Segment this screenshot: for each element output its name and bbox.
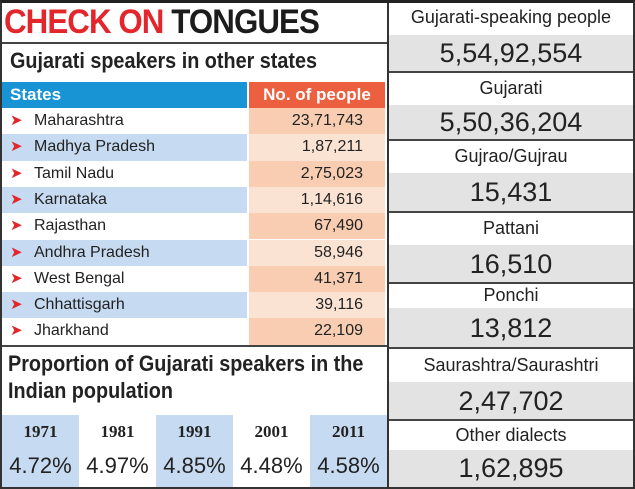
people-count: 39,116 [249, 292, 385, 319]
divider [387, 0, 389, 489]
dialect-label: Gujrao/Gujrau [389, 140, 633, 173]
divider [389, 347, 633, 349]
dialect-label: Pattani [389, 212, 633, 245]
year-cell: 2011 4.58% [310, 415, 387, 487]
state-label: Madhya Pradesh [34, 138, 155, 156]
dialect-label: Saurashtra/Saurashtri [389, 348, 633, 382]
year-label: 2011 [331, 422, 366, 441]
arrowhead-right-icon: ➤ [10, 112, 23, 129]
state-name: ➤ Andhra Pradesh [2, 239, 247, 266]
arrowhead-right-icon: ➤ [10, 296, 23, 314]
dialect-value: 16,510 [389, 245, 633, 283]
state-name: ➤ Rajasthan [2, 213, 247, 239]
table-row: ➤ Karnataka 1,14,616 [2, 186, 385, 214]
year-cell: 1981 4.97% [79, 415, 156, 487]
state-label: West Bengal [34, 269, 125, 287]
year-cell: 1991 4.85% [156, 415, 233, 487]
arrowhead-right-icon: ➤ [10, 190, 23, 208]
year-percentage: 4.72% [9, 453, 72, 478]
table-row: ➤ Jharkhand 22,109 [2, 318, 385, 345]
divider [389, 282, 633, 284]
table-row: ➤ Tamil Nadu 2,75,023 [2, 160, 385, 187]
year-percentage: 4.97% [86, 453, 149, 478]
table-row: ➤ Rajasthan 67,490 [2, 213, 385, 240]
people-count: 41,371 [249, 265, 385, 293]
divider [389, 211, 633, 213]
title-black: TONGUES [171, 3, 320, 41]
state-name: ➤ West Bengal [2, 266, 247, 292]
dialect-label: Ponchi [389, 283, 633, 308]
state-name: ➤ Karnataka [2, 186, 247, 214]
dialect-value: 15,431 [389, 173, 633, 212]
table-row: ➤ Andhra Pradesh 58,946 [2, 239, 385, 266]
table-row: ➤ Chhattisgarh 39,116 [2, 292, 385, 319]
header-people: No. of people [249, 82, 385, 108]
year-label: 1971 [23, 422, 58, 441]
people-count: 2,75,023 [249, 160, 385, 187]
state-label: Tamil Nadu [34, 164, 115, 182]
year-percentage: 4.58% [317, 453, 380, 478]
header-states: States [2, 82, 247, 108]
arrowhead-right-icon: ➤ [10, 138, 23, 156]
state-label: Jharkhand [34, 322, 109, 340]
year-percentage: 4.48% [240, 453, 303, 478]
state-name: ➤ Maharashtra [2, 108, 247, 134]
arrowhead-right-icon: ➤ [10, 217, 23, 235]
divider [389, 419, 633, 421]
states-subtitle: Gujarati speakers in other states [10, 48, 318, 73]
year-label: 2001 [254, 422, 289, 441]
people-count: 1,14,616 [249, 186, 385, 214]
state-name: ➤ Madhya Pradesh [2, 134, 247, 161]
year-cell: 1971 4.72% [2, 415, 79, 487]
table-row: ➤ West Bengal 41,371 [2, 265, 385, 293]
arrowhead-right-icon: ➤ [10, 322, 23, 340]
state-label: Andhra Pradesh [34, 243, 150, 261]
state-name: ➤ Chhattisgarh [2, 292, 247, 319]
table-row: ➤ Madhya Pradesh 1,87,211 [2, 134, 385, 161]
state-label: Rajasthan [34, 217, 107, 235]
year-label: 1981 [100, 422, 135, 441]
dialect-value: 2,47,702 [389, 382, 633, 420]
dialect-label: Gujarati [389, 72, 633, 105]
state-label: Maharashtra [34, 112, 124, 129]
divider [389, 71, 633, 73]
state-name: ➤ Tamil Nadu [2, 161, 247, 187]
divider [0, 345, 388, 347]
dialect-value: 1,62,895 [389, 450, 633, 487]
arrowhead-right-icon: ➤ [10, 269, 23, 287]
people-count: 1,87,211 [249, 134, 385, 161]
people-count: 58,946 [249, 239, 385, 266]
arrowhead-right-icon: ➤ [10, 164, 23, 182]
divider [0, 42, 388, 44]
year-cell: 2001 4.48% [233, 415, 310, 487]
main-title: CHECK ON TONGUES [4, 2, 320, 42]
state-name: ➤ Jharkhand [2, 318, 247, 344]
people-count: 67,490 [249, 213, 385, 240]
divider [389, 139, 633, 141]
state-label: Chhattisgarh [34, 296, 125, 314]
year-label: 1991 [177, 422, 212, 441]
year-percentage: 4.85% [163, 453, 226, 478]
title-red: CHECK ON [4, 3, 164, 41]
dialect-label: Other dialects [389, 420, 633, 450]
arrowhead-right-icon: ➤ [10, 243, 23, 261]
state-label: Karnataka [34, 190, 107, 208]
table-row: ➤ Maharashtra 23,71,743 [2, 108, 385, 135]
people-count: 23,71,743 [249, 108, 385, 135]
people-count: 22,109 [249, 318, 385, 345]
proportion-subtitle: Proportion of Gujarati speakers in the I… [8, 351, 364, 403]
dialect-label: Gujarati-speaking people [389, 0, 633, 35]
dialect-value: 13,812 [389, 308, 633, 348]
dialect-value: 5,54,92,554 [389, 35, 633, 72]
dialect-value: 5,50,36,204 [389, 105, 633, 140]
